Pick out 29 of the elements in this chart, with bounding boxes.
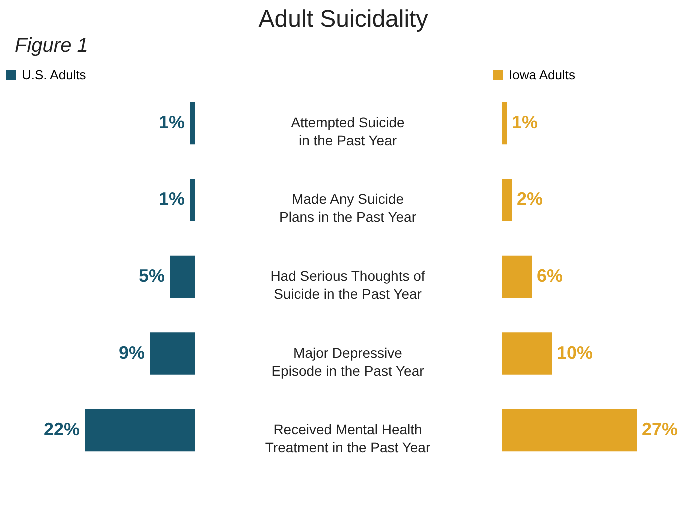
bar xyxy=(502,256,532,298)
legend-label: U.S. Adults xyxy=(22,68,87,82)
data-label: 22% xyxy=(44,420,80,440)
y-tick-label: Attempted Suicide in the Past Year xyxy=(291,114,406,148)
bar xyxy=(190,102,195,145)
data-label: 1% xyxy=(158,112,185,132)
caption: Figure 1 xyxy=(15,35,88,57)
y-tick-label: Major Depressive Episode in the Past Year xyxy=(272,344,425,379)
data-label: 9% xyxy=(118,342,145,363)
data-label: 2% xyxy=(517,189,544,210)
bar xyxy=(502,332,552,375)
data-label: 1% xyxy=(158,189,185,210)
y-tick-label: Made Any Suicide Plans in the Past Year xyxy=(280,191,417,226)
data-label: 6% xyxy=(537,266,564,286)
bar xyxy=(85,409,195,452)
bar xyxy=(170,256,195,298)
y-tick-label: Received Mental Health Treatment in the Past Year xyxy=(265,422,431,456)
bar xyxy=(502,179,512,222)
legend-label: Iowa Adults xyxy=(509,68,576,82)
data-label: 5% xyxy=(138,266,165,286)
y-tick-label: Had Serious Thoughts of Suicide in the Past Year xyxy=(270,268,426,302)
bar xyxy=(502,409,637,452)
data-label: 10% xyxy=(557,342,594,363)
data-label: 1% xyxy=(512,112,538,132)
data-label: 27% xyxy=(642,420,678,440)
text: Adult Suicidality xyxy=(258,6,428,33)
bar xyxy=(190,179,195,222)
bar xyxy=(502,102,507,145)
bar xyxy=(150,332,195,375)
